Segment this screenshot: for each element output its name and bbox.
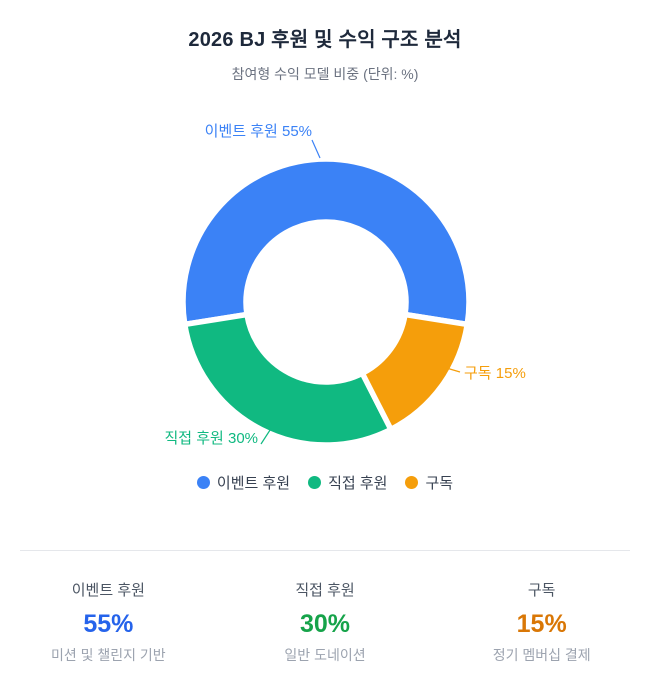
stat-label: 직접 후원 — [295, 582, 355, 599]
chart-legend: 이벤트 후원 직접 후원 구독 — [0, 472, 650, 492]
callout-line-event — [311, 139, 321, 159]
legend-label: 구독 — [425, 474, 454, 492]
stat-label: 구독 — [527, 582, 556, 599]
legend-dot-event — [196, 475, 210, 489]
legend-dot-subscription — [405, 475, 419, 489]
callout-label-event: 이벤트 후원 55% — [205, 123, 312, 140]
stat-col-subscription: 구독 15% 정기 멤버십 결제 — [433, 581, 650, 664]
donut-segments — [180, 156, 472, 448]
donut-chart: 이벤트 후원 55% 직접 후원 30% 구독 15% — [164, 123, 526, 448]
legend-item-event[interactable]: 이벤트 후원 — [196, 472, 291, 493]
stats-row: 이벤트 후원 55% 미션 및 챌린지 기반 직접 후원 30% 일반 도네이션… — [0, 551, 650, 664]
stat-caption: 정기 멤버십 결제 — [492, 647, 591, 663]
page-title: 2026 BJ 후원 및 수익 구조 분석 — [188, 29, 462, 51]
callout-line-direct — [260, 426, 273, 445]
stat-caption: 일반 도네이션 — [284, 647, 366, 663]
donut-segment-직접 후원[interactable] — [181, 311, 395, 448]
stat-col-event: 이벤트 후원 55% 미션 및 챌린지 기반 — [0, 581, 217, 664]
legend-dot-direct — [308, 475, 322, 489]
legend-label: 이벤트 후원 — [216, 474, 291, 492]
stat-value: 30% — [299, 610, 351, 638]
section-divider — [20, 550, 630, 551]
legend-label: 직접 후원 — [328, 474, 388, 492]
chart-header: 2026 BJ 후원 및 수익 구조 분석 참여형 수익 모델 비중 (단위: … — [0, 0, 650, 84]
stat-col-direct: 직접 후원 30% 일반 도네이션 — [217, 581, 434, 664]
donut-segment-구독[interactable] — [358, 311, 471, 434]
stat-value: 15% — [516, 610, 567, 638]
stat-label: 이벤트 후원 — [71, 582, 145, 599]
callout-label-subscription: 구독 15% — [464, 365, 526, 382]
callout-line-subscription — [442, 366, 461, 373]
page-subtitle: 참여형 수익 모델 비중 (단위: %) — [231, 66, 419, 82]
donut-segment-이벤트 후원[interactable] — [180, 156, 472, 328]
callout-label-direct: 직접 후원 30% — [164, 430, 258, 447]
legend-item-direct[interactable]: 직접 후원 — [308, 472, 387, 493]
stat-caption: 미션 및 챌린지 기반 — [50, 647, 166, 663]
stat-value: 55% — [83, 610, 134, 638]
legend-item-subscription[interactable]: 구독 — [405, 472, 453, 493]
